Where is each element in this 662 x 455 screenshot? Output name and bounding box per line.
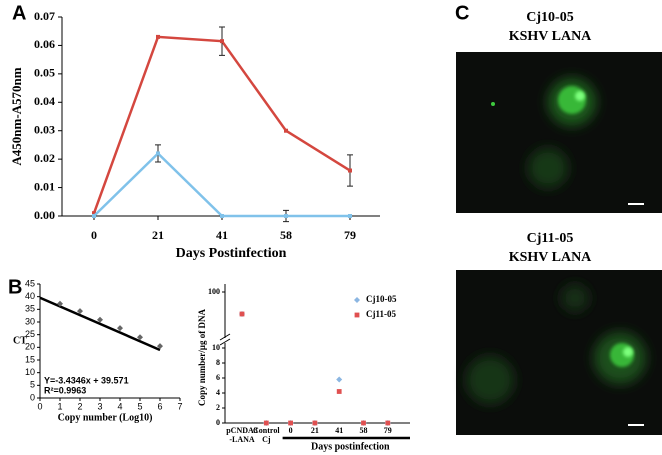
y-tick-label: 0.04 xyxy=(34,94,55,108)
y-tick-label: 0.06 xyxy=(34,37,55,51)
x-tick-label: 41 xyxy=(216,228,228,242)
x-tick-label: 0 xyxy=(37,401,42,411)
data-point xyxy=(312,420,318,426)
annotation: Y=-3.4346x + 39.571 xyxy=(44,375,129,385)
y-tick-label: 5 xyxy=(30,380,35,390)
x-tick-label: 0 xyxy=(91,228,97,242)
data-point xyxy=(348,214,352,218)
y-tick-label: 30 xyxy=(25,316,35,326)
y-tick-label: 15 xyxy=(25,354,35,364)
x-tick-label: 58 xyxy=(280,228,292,242)
y-tick-label: 4 xyxy=(216,388,220,397)
micrograph xyxy=(456,52,662,213)
data-point xyxy=(92,214,96,218)
panel-label: A xyxy=(12,2,26,24)
y-tick-label: 0 xyxy=(216,418,220,427)
y-axis-label: A450nm-A570nm xyxy=(9,67,24,165)
data-point xyxy=(220,39,224,44)
image-subtitle: KSHV LANA xyxy=(509,250,592,265)
data-point xyxy=(57,300,63,307)
micrograph xyxy=(456,270,662,435)
y-tick-label: 0.03 xyxy=(34,122,55,136)
data-point xyxy=(263,420,269,426)
data-point xyxy=(117,325,123,332)
y-tick-label: 10 xyxy=(25,367,35,377)
x-tick-label: Control Cj xyxy=(253,426,280,444)
annotation: R²=0.9963 xyxy=(44,385,86,395)
y-tick-label: 0.01 xyxy=(34,179,55,193)
data-point xyxy=(220,214,224,218)
legend-marker xyxy=(354,297,360,303)
x-tick-label: 3 xyxy=(97,401,102,411)
y-tick-label: 0.07 xyxy=(34,9,55,23)
x-axis-label: Copy number (Log10) xyxy=(58,412,153,423)
data-point xyxy=(156,151,160,156)
image-title: Cj10-05 xyxy=(526,10,573,25)
y-tick-label: 0.02 xyxy=(34,151,55,165)
series-line xyxy=(93,151,350,218)
y-tick-label: 2 xyxy=(216,403,220,412)
data-point xyxy=(97,316,103,323)
data-point xyxy=(348,168,352,173)
y-axis-label: CT xyxy=(13,335,27,346)
y-tick-label: 10 xyxy=(212,343,220,352)
panel-label: C xyxy=(455,2,469,24)
y-tick-label: 35 xyxy=(25,304,35,314)
panel-label: B xyxy=(8,276,22,298)
data-point xyxy=(288,420,293,426)
data-point xyxy=(77,308,83,315)
x-tick-label: 21 xyxy=(152,228,164,242)
data-point xyxy=(284,128,288,133)
x-tick-label: 6 xyxy=(157,401,162,411)
x-axis-label: Days Postinfection xyxy=(176,246,287,261)
y-tick-label: 45 xyxy=(25,278,35,288)
data-point xyxy=(361,420,366,426)
legend-label: Cj11-05 xyxy=(366,309,396,319)
data-point xyxy=(157,343,163,350)
image-title: Cj11-05 xyxy=(527,231,574,246)
data-point xyxy=(137,334,143,341)
data-point xyxy=(284,214,288,218)
data-point xyxy=(239,311,245,317)
y-tick-label: 6 xyxy=(216,373,220,382)
data-point xyxy=(92,211,96,216)
data-point xyxy=(156,34,160,39)
x-tick-label: 79 xyxy=(384,426,392,435)
x-tick-label: 2 xyxy=(77,401,82,411)
x-tick-label: 7 xyxy=(177,401,182,411)
y-tick-label: 40 xyxy=(25,291,35,301)
y-tick-label: 100 xyxy=(208,287,220,296)
x-tick-label: 21 xyxy=(311,426,319,435)
legend-label: Cj10-05 xyxy=(366,294,397,304)
x-tick-label: 4 xyxy=(117,401,122,411)
x-tick-label: 79 xyxy=(344,228,356,242)
fit-line xyxy=(39,296,161,352)
y-tick-label: 0.00 xyxy=(34,208,55,222)
x-tick-label: 58 xyxy=(360,426,368,435)
data-point xyxy=(336,376,343,383)
x-tick-label: 41 xyxy=(335,426,343,435)
y-tick-label: 25 xyxy=(25,329,35,339)
x-tick-label: pCNDA3 -LANA xyxy=(226,426,258,444)
y-tick-label: 0 xyxy=(30,392,35,402)
legend-marker xyxy=(354,312,360,318)
series-line xyxy=(92,35,351,214)
y-axis-label: Copy number/µg of DNA xyxy=(197,309,207,406)
y-tick-label: 8 xyxy=(216,358,220,367)
y-tick-label: 0.05 xyxy=(34,66,55,80)
group-label: Days postinfection xyxy=(311,441,390,452)
y-tick-label: 20 xyxy=(25,342,35,352)
x-tick-label: 1 xyxy=(57,401,62,411)
data-point xyxy=(336,389,342,394)
axis-break xyxy=(219,333,231,346)
data-point xyxy=(385,420,391,426)
x-tick-label: 5 xyxy=(137,401,142,411)
image-subtitle: KSHV LANA xyxy=(509,29,592,44)
x-tick-label: 0 xyxy=(289,426,293,435)
